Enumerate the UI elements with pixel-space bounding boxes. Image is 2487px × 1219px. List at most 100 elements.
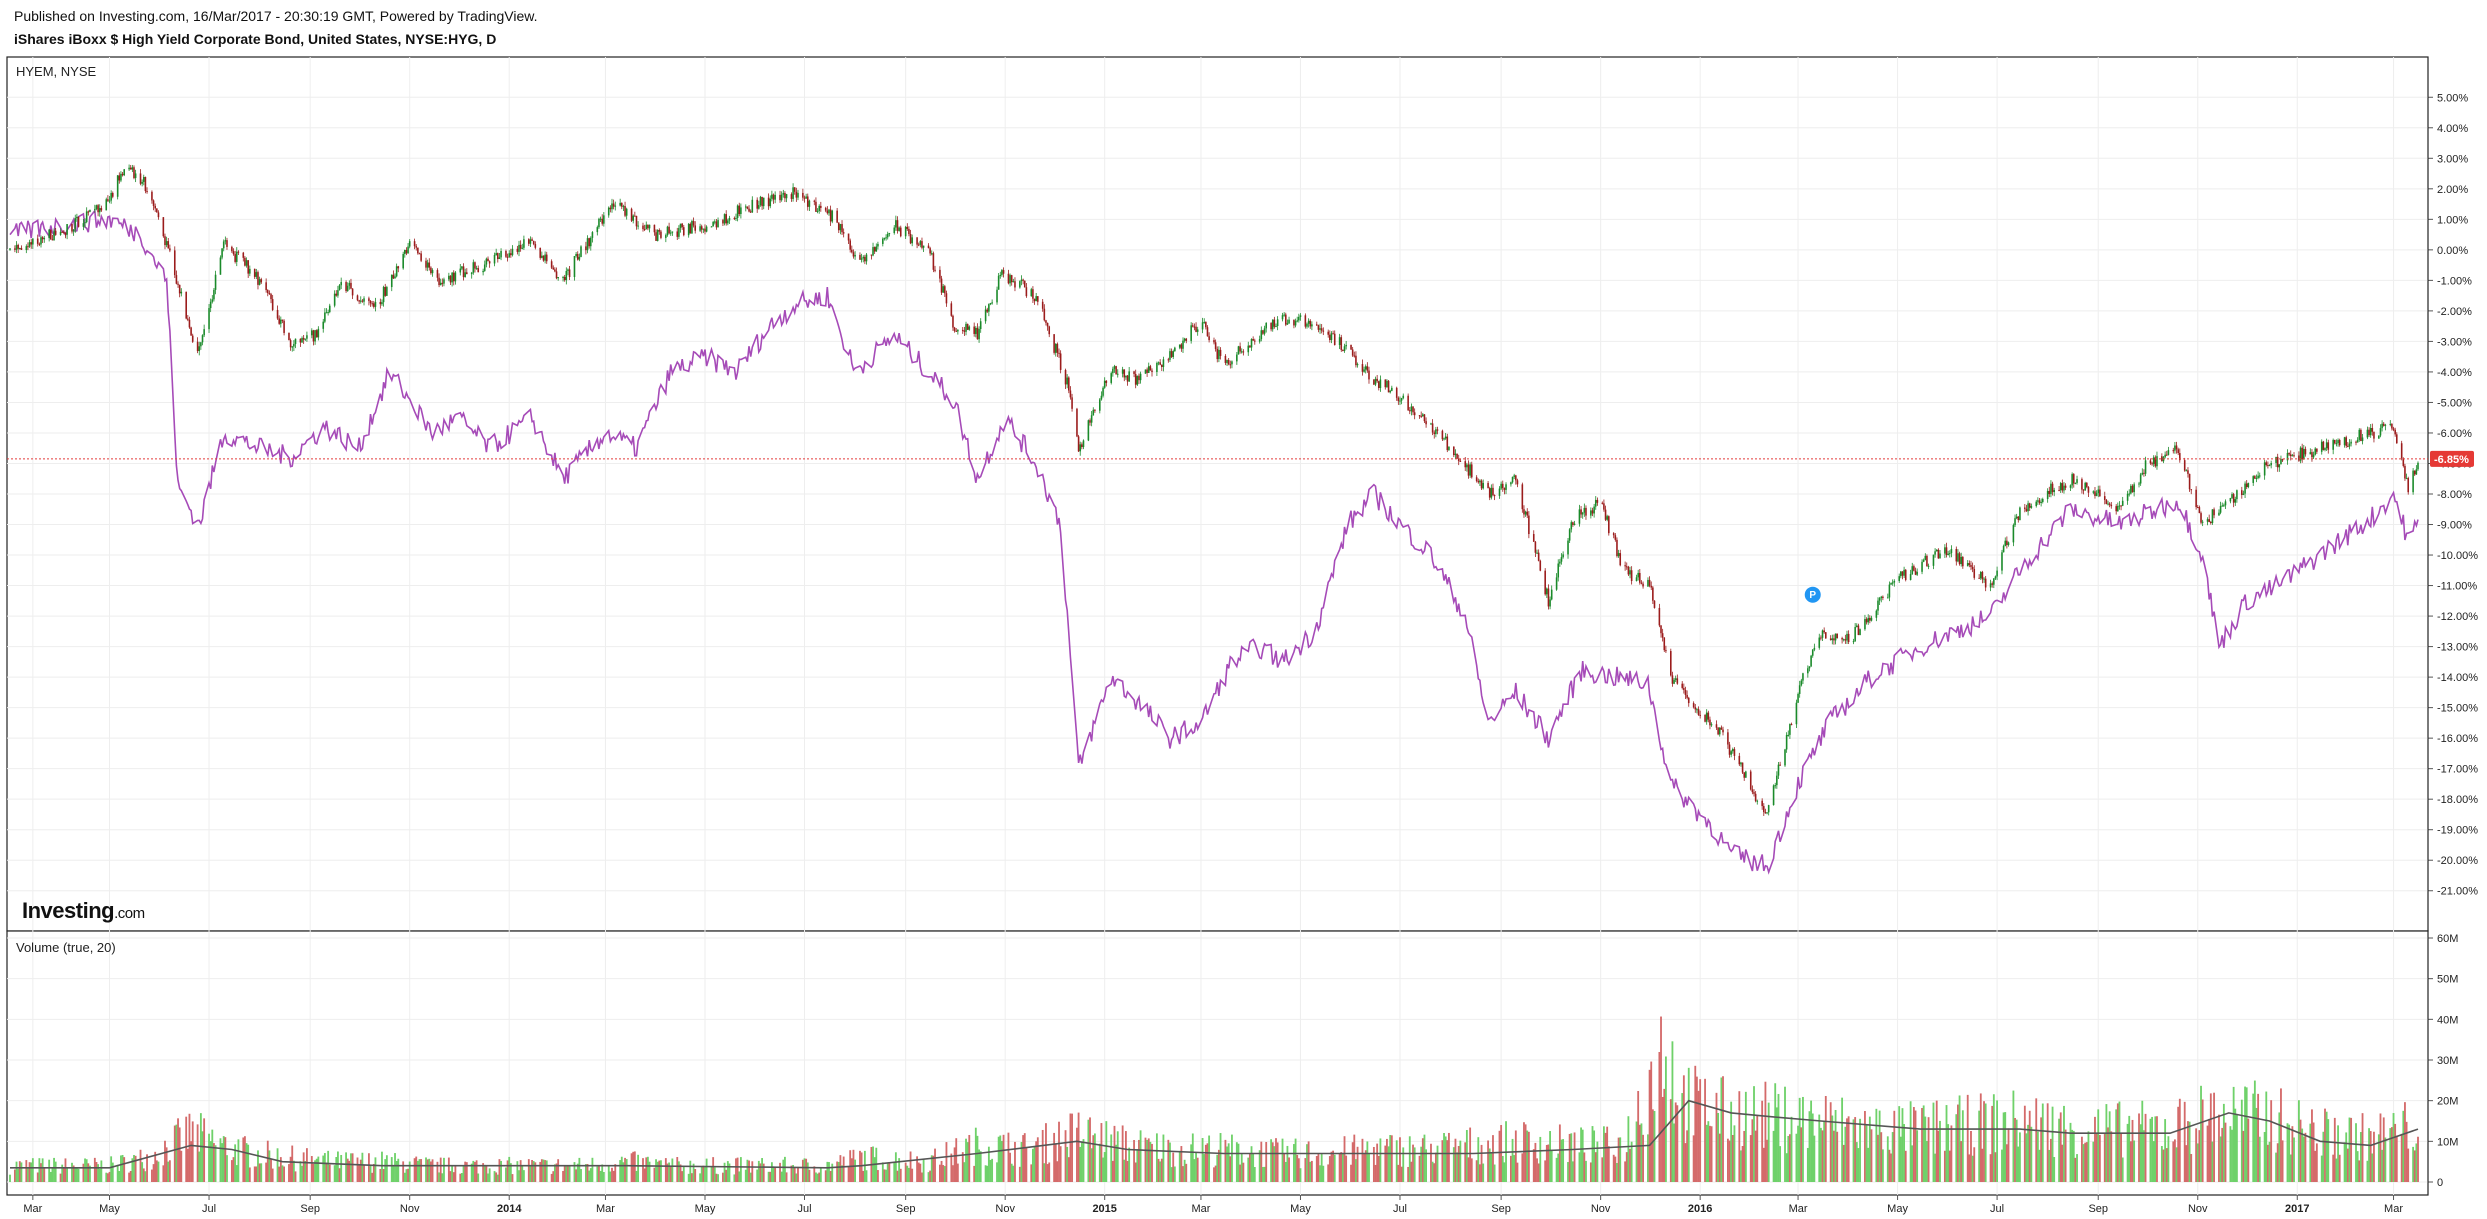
volume-bar xyxy=(1513,1155,1516,1182)
volume-bar xyxy=(247,1144,250,1182)
candle-body xyxy=(2405,478,2408,480)
candle-body xyxy=(497,253,499,260)
volume-bar xyxy=(2149,1118,2152,1182)
candle-body xyxy=(847,233,850,241)
candle-body xyxy=(1311,324,1313,327)
volume-bar xyxy=(474,1161,476,1182)
volume-bar xyxy=(1510,1155,1512,1182)
volume-bar xyxy=(208,1133,210,1182)
candle-body xyxy=(87,211,90,213)
candle-body xyxy=(1764,812,1767,814)
volume-bar xyxy=(2001,1149,2003,1182)
candle-body xyxy=(557,277,559,279)
candle-body xyxy=(870,254,873,256)
candle-body xyxy=(191,335,194,342)
volume-bar xyxy=(1111,1160,1114,1182)
volume-bar xyxy=(1717,1112,1720,1182)
volume-bar xyxy=(1069,1113,1072,1182)
volume-bar xyxy=(850,1158,853,1182)
volume-bar xyxy=(2206,1125,2209,1182)
volume-bar xyxy=(622,1162,625,1182)
candle-body xyxy=(1208,336,1210,341)
candle-body xyxy=(862,256,865,259)
volume-bar xyxy=(1674,1102,1677,1182)
volume-bar xyxy=(302,1152,305,1182)
candle-body xyxy=(311,330,313,336)
candle-body xyxy=(1151,370,1153,373)
volume-bar xyxy=(1844,1126,1847,1182)
candle-body xyxy=(32,238,34,245)
volume-bar xyxy=(1126,1160,1129,1182)
volume-bar xyxy=(1945,1105,1948,1182)
candle-body xyxy=(1046,322,1049,327)
volume-bar xyxy=(611,1167,613,1182)
candle-body xyxy=(283,320,285,333)
volume-bar xyxy=(2333,1117,2336,1182)
candle-body xyxy=(1944,547,1946,554)
volume-bar xyxy=(1105,1121,1108,1182)
candle-body xyxy=(988,304,990,312)
candle-body xyxy=(1581,512,1584,515)
candle-body xyxy=(904,226,907,237)
volume-bar xyxy=(723,1162,726,1182)
volume-bar xyxy=(369,1165,372,1182)
candle-body xyxy=(727,220,729,224)
volume-bar xyxy=(1350,1164,1352,1182)
candle-body xyxy=(2196,507,2199,509)
volume-bar xyxy=(1560,1139,1563,1182)
volume-bar xyxy=(1216,1154,1219,1182)
candle-body xyxy=(173,250,176,276)
candle-body xyxy=(253,268,256,277)
volume-bar xyxy=(271,1168,274,1182)
candle-body xyxy=(1169,351,1171,360)
x-tick-label: Nov xyxy=(2188,1203,2208,1215)
volume-bar xyxy=(2366,1160,2369,1182)
candle-body xyxy=(2087,487,2090,493)
volume-bar xyxy=(1961,1110,1964,1182)
volume-bar xyxy=(2164,1119,2167,1182)
volume-bar xyxy=(1260,1141,1263,1182)
volume-bar xyxy=(1516,1162,1519,1182)
volume-bar xyxy=(288,1164,290,1182)
volume-bar xyxy=(545,1160,548,1182)
volume-bar xyxy=(1309,1161,1312,1182)
volume-bar xyxy=(188,1113,191,1182)
candle-body xyxy=(2061,483,2064,491)
candle-body xyxy=(211,299,214,302)
candle-body xyxy=(1069,390,1072,398)
marker-p-icon[interactable]: P xyxy=(1804,586,1821,603)
candle-body xyxy=(177,283,179,285)
candle-body xyxy=(165,241,168,246)
volume-bar xyxy=(2278,1112,2281,1182)
volume-bar xyxy=(1448,1132,1450,1182)
volume-bar xyxy=(36,1172,39,1182)
volume-bar xyxy=(213,1143,215,1182)
candle-body xyxy=(1648,579,1651,586)
volume-bar xyxy=(1715,1092,1718,1182)
candle-body xyxy=(190,327,192,336)
y-tick-label: -10.00% xyxy=(2437,550,2478,562)
candle-body xyxy=(2254,476,2256,479)
candle-body xyxy=(408,241,411,247)
volume-bar xyxy=(97,1164,100,1182)
volume-bar xyxy=(1400,1166,1403,1182)
volume-bar xyxy=(1306,1144,1308,1182)
candle-body xyxy=(281,319,284,321)
volume-bar xyxy=(348,1160,351,1182)
volume-bar xyxy=(358,1164,361,1182)
volume-bar xyxy=(653,1167,656,1182)
volume-bar xyxy=(1149,1141,1152,1182)
candle-body xyxy=(1590,510,1592,516)
candle-body xyxy=(2118,505,2121,507)
candle-body xyxy=(1800,680,1803,686)
candle-body xyxy=(315,330,318,338)
volume-bar xyxy=(1707,1121,1710,1182)
volume-bar xyxy=(1834,1109,1837,1182)
candle-body xyxy=(531,239,533,241)
volume-bar xyxy=(31,1158,34,1182)
candle-body xyxy=(2025,508,2028,512)
candle-body xyxy=(1089,420,1091,423)
candle-body xyxy=(301,337,303,343)
candle-body xyxy=(2156,456,2158,467)
